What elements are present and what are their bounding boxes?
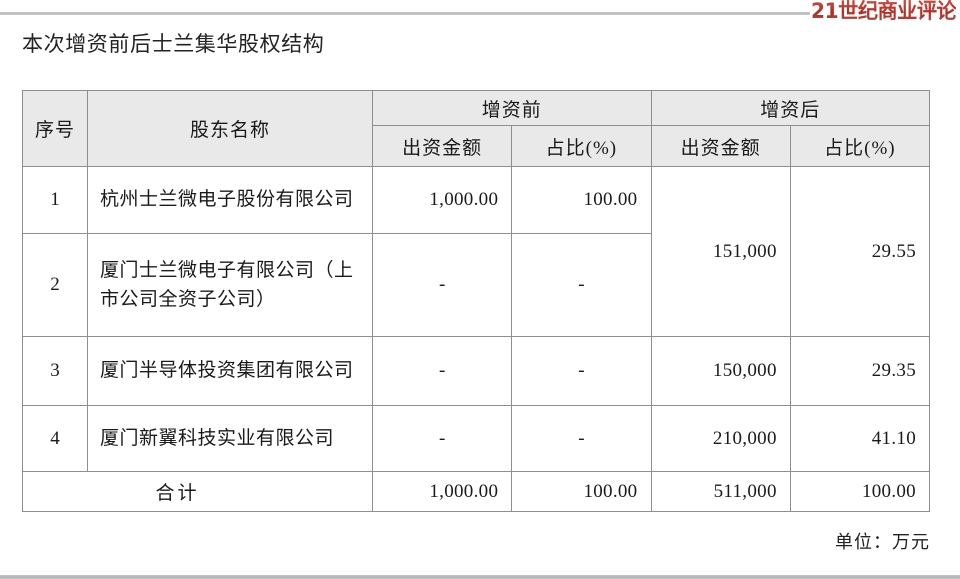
cell-total-before-amount: 1,000.00 [371,471,513,512]
cell-before-amount: 1,000.00 [371,166,513,234]
column-header-after-amount: 出资金额 [650,125,791,167]
cell-shareholder-name: 厦门士兰微电子有限公司（上市公司全资子公司） [87,233,373,337]
table-header-row-sub: 出资金额 占比(%) 出资金额 占比(%) [23,125,931,167]
column-header-before-amount: 出资金额 [371,125,513,167]
equity-structure-table: 序号 股东名称 增资前 增资后 出资金额 占比(%) 出资金额 占比(%) 1 … [22,90,931,512]
cell-index: 2 [22,233,88,337]
cell-total-before-ratio: 100.00 [511,471,652,512]
cell-before-ratio: - [511,405,652,472]
cell-after-ratio-merged: 29.55 [789,166,931,337]
unit-note: 单位：万元 [835,532,930,552]
column-header-after-ratio: 占比(%) [789,125,931,167]
cell-shareholder-name: 厦门半导体投资集团有限公司 [87,336,373,406]
column-header-before-increase: 增资前 [372,90,652,126]
cell-after-amount-merged: 151,000 [650,166,791,337]
top-banner: 21世纪商业评论 [0,0,960,28]
cell-index: 1 [22,166,88,234]
equity-structure-table-container: 序号 股东名称 增资前 增资后 出资金额 占比(%) 出资金额 占比(%) 1 … [22,90,931,512]
cell-total-after-amount: 511,000 [650,471,791,512]
column-header-shareholder: 股东名称 [87,90,373,167]
page-title: 本次增资前后士兰集华股权结构 [22,32,325,56]
cell-after-ratio: 41.10 [789,405,931,472]
cell-index: 4 [22,405,88,472]
table-row: 1 杭州士兰微电子股份有限公司 1,000.00 100.00 151,000 … [22,166,931,337]
table-header-row-group: 序号 股东名称 增资前 增资后 [22,90,930,167]
cell-total-label: 合计 [22,471,373,512]
brand-logo: 21世纪商业评论 [811,0,957,25]
cell-after-amount: 150,000 [650,336,791,406]
cell-shareholder-name: 厦门新翼科技实业有限公司 [87,405,373,472]
cell-before-ratio: - [511,233,652,337]
footer-divider [0,575,960,579]
cell-before-ratio: - [511,336,652,406]
cell-total-after-ratio: 100.00 [789,471,931,512]
column-header-index: 序号 [22,90,88,167]
table-header: 序号 股东名称 增资前 增资后 出资金额 占比(%) 出资金额 占比(%) [22,90,931,167]
column-header-before-ratio: 占比(%) [511,125,652,167]
cell-before-amount: - [371,233,513,337]
cell-after-ratio: 29.35 [789,336,931,406]
table-row: 4 厦门新翼科技实业有限公司 - - 210,000 41.10 [22,405,931,472]
column-header-after-increase: 增资后 [650,90,930,126]
table-total-row: 合计 1,000.00 100.00 511,000 100.00 [22,471,931,512]
table-body: 1 杭州士兰微电子股份有限公司 1,000.00 100.00 151,000 … [22,166,931,512]
cell-index: 3 [22,336,88,406]
header-divider [0,12,810,15]
cell-before-ratio: 100.00 [511,166,652,234]
cell-before-amount: - [371,336,513,406]
cell-before-amount: - [371,405,513,472]
cell-after-amount: 210,000 [650,405,791,472]
cell-shareholder-name: 杭州士兰微电子股份有限公司 [87,166,373,234]
table-row: 3 厦门半导体投资集团有限公司 - - 150,000 29.35 [22,336,931,406]
table-row: 2 厦门士兰微电子有限公司（上市公司全资子公司） - - [22,233,930,337]
